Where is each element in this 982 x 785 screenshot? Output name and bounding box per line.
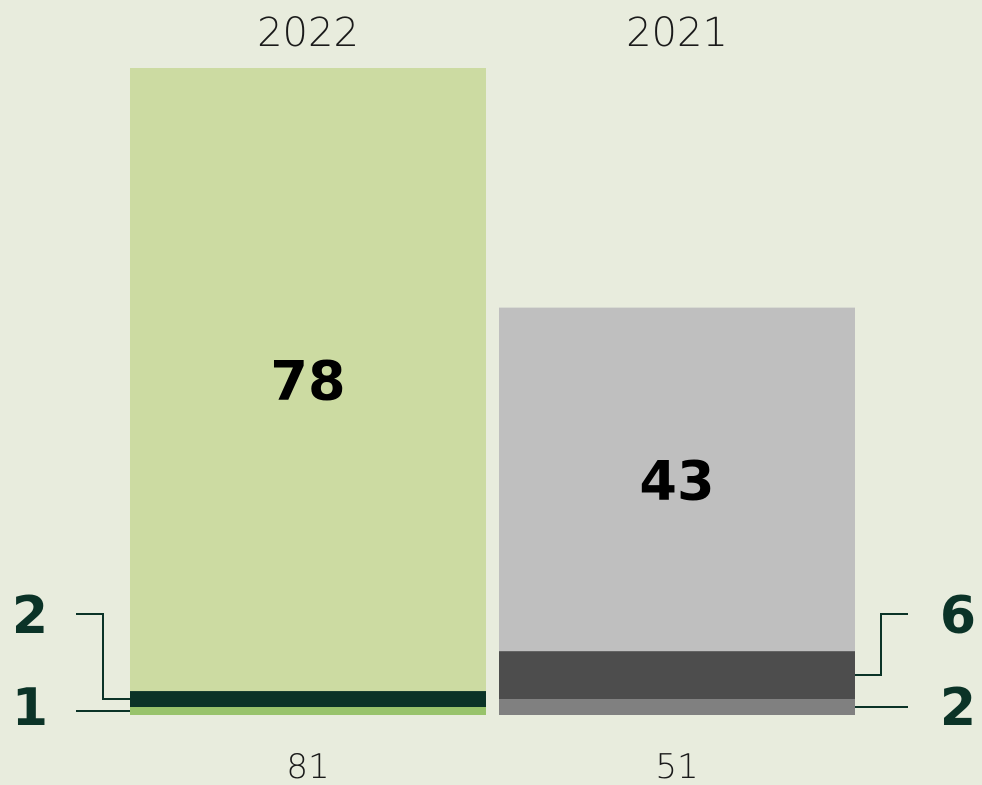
category-label-2022: 2022 [257, 10, 359, 56]
segment-value-label-2022-0: 1 [12, 678, 48, 738]
segment-value-label-2021-2: 43 [639, 449, 714, 512]
leader-line-2022-1 [76, 614, 130, 699]
segment-value-label-2022-1: 2 [12, 586, 48, 646]
segment-value-label-2022-2: 78 [270, 350, 345, 413]
leader-line-2021-1 [855, 614, 908, 675]
total-label-2021: 51 [655, 747, 698, 785]
category-label-2021: 2021 [626, 10, 728, 56]
bar-segment-2022-1 [130, 691, 486, 707]
total-label-2022: 81 [286, 747, 329, 785]
segment-value-label-2021-1: 6 [940, 586, 976, 646]
bar-segment-2022-0 [130, 707, 486, 715]
bar-segment-2021-0 [499, 699, 855, 715]
segment-value-label-2021-0: 2 [940, 678, 976, 738]
bar-segment-2021-1 [499, 651, 855, 699]
